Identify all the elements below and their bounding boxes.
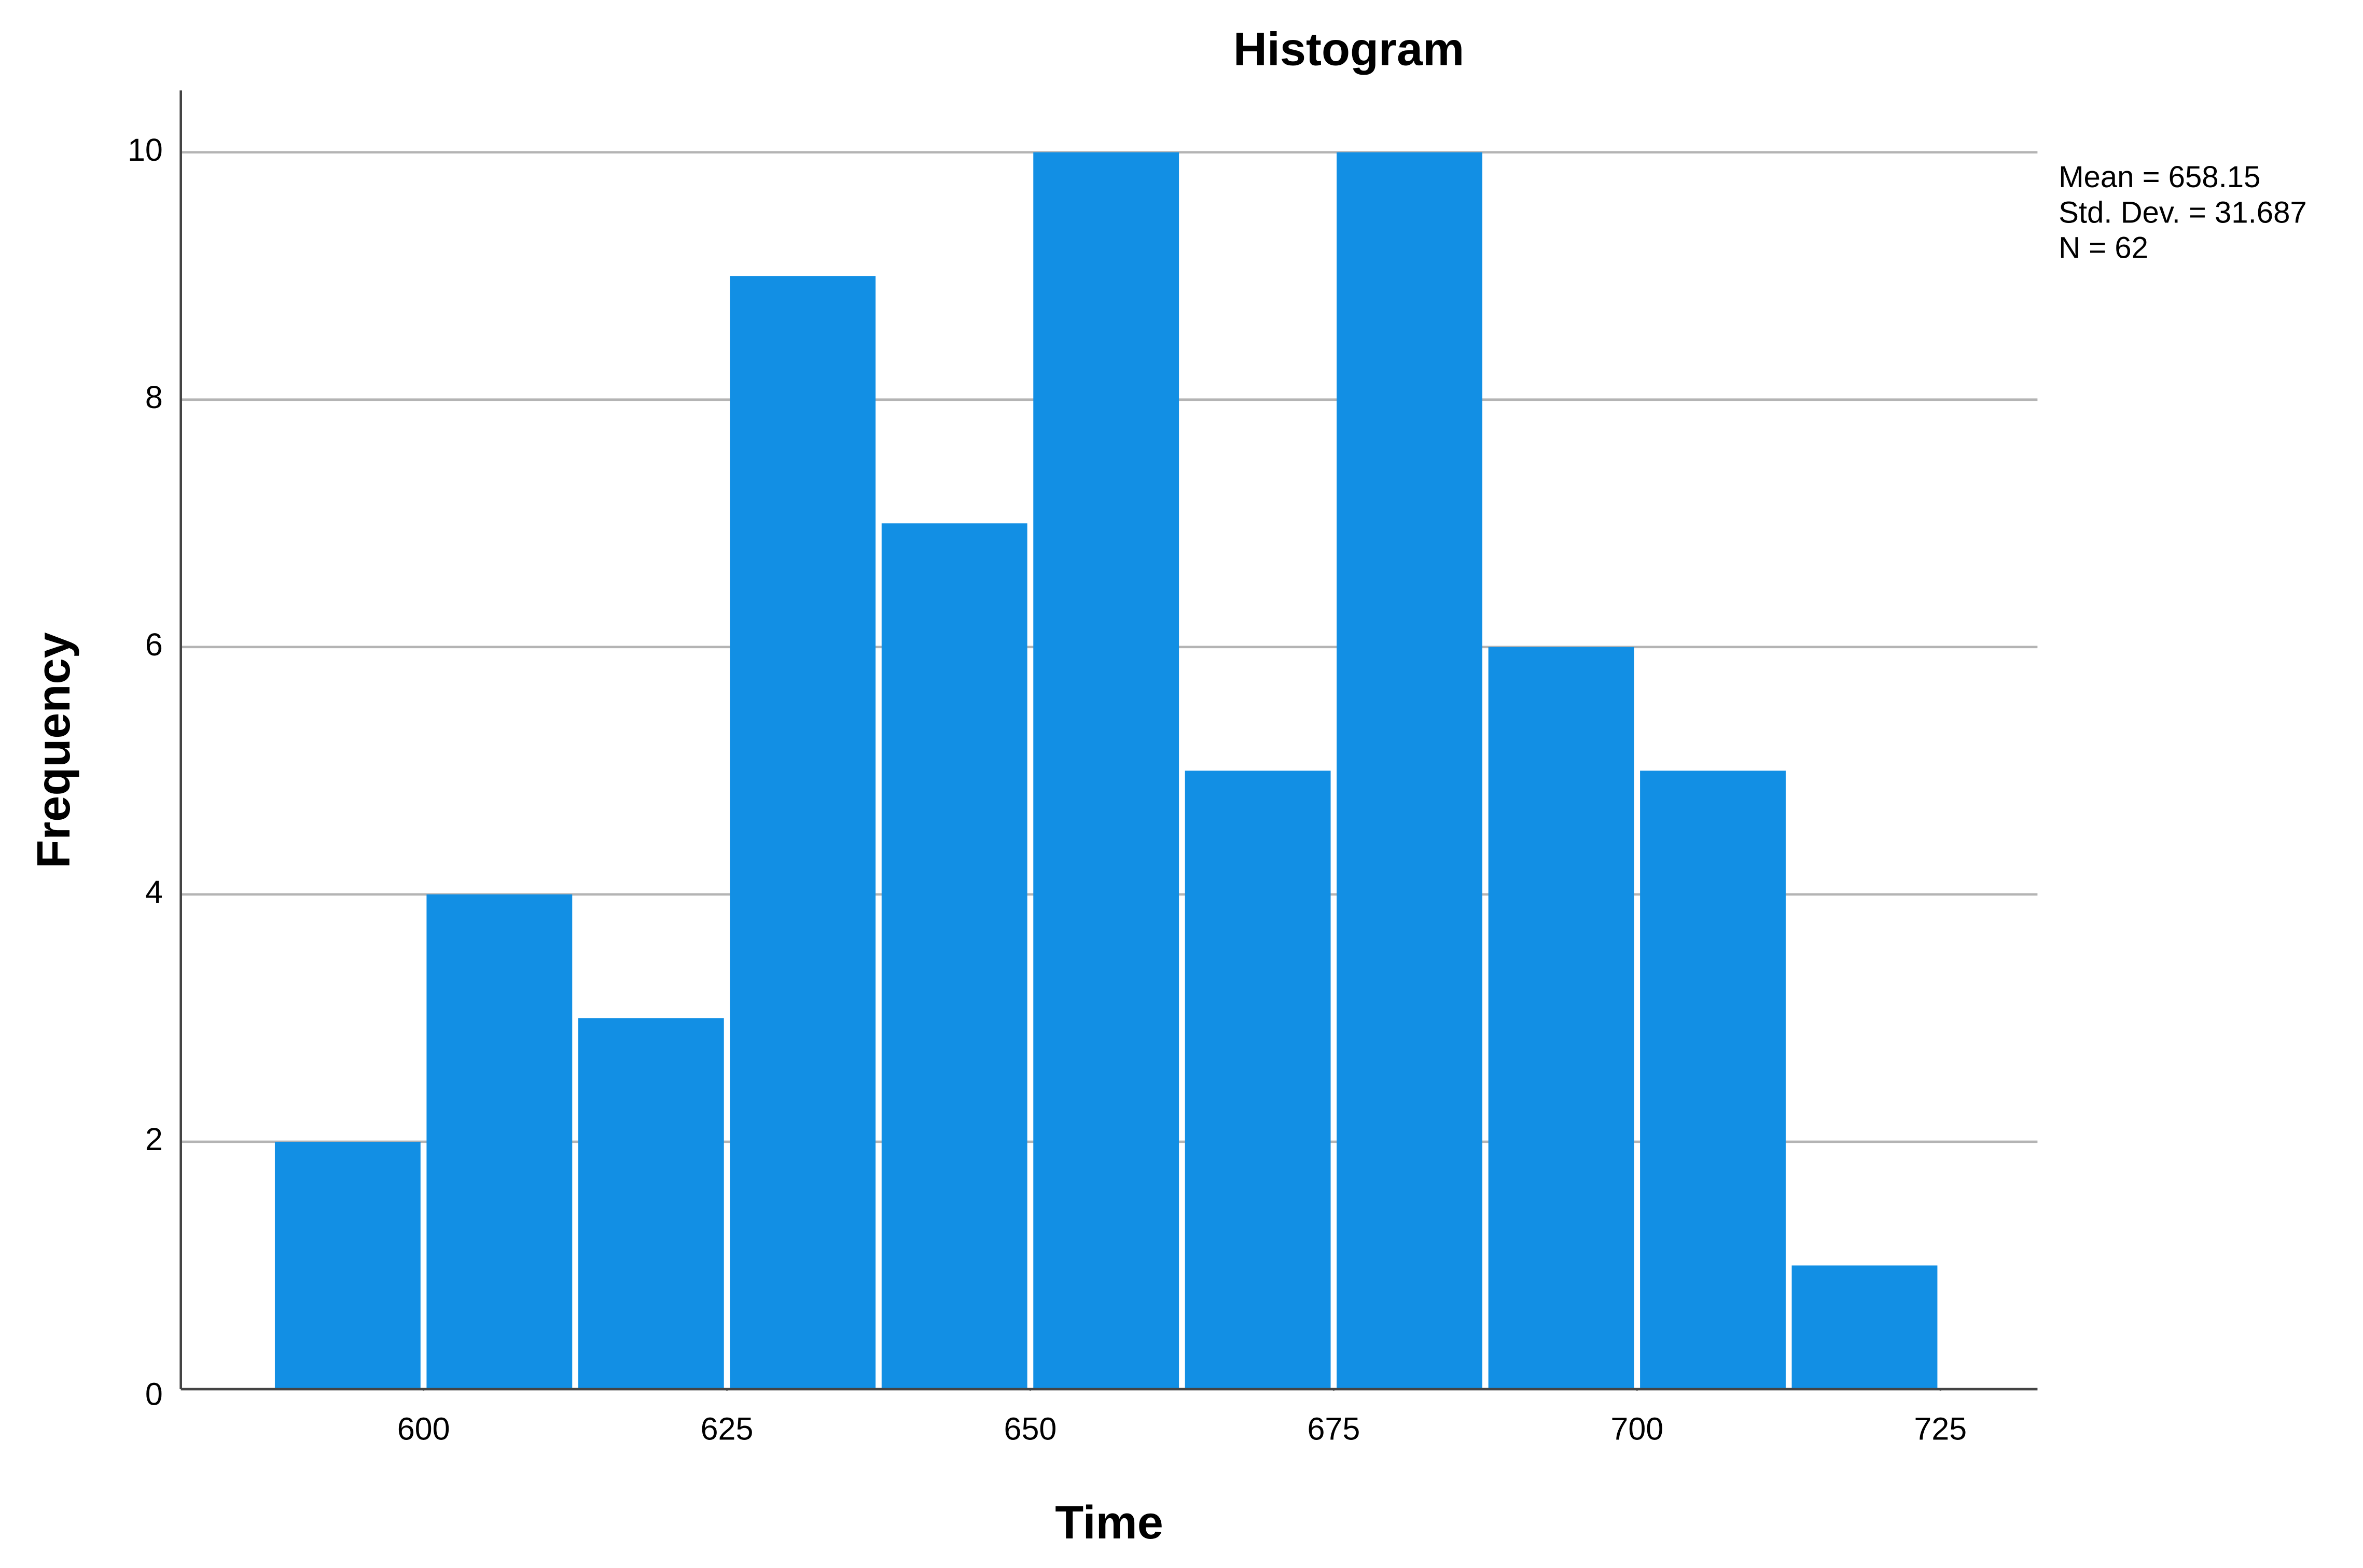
y-tick-label: 4 [145, 874, 163, 909]
stat-annotation: Mean = 658.15 [2059, 160, 2260, 194]
bar [274, 1141, 421, 1390]
y-tick-label: 6 [145, 627, 163, 662]
x-tick-label: 725 [1914, 1411, 1967, 1447]
bar [1337, 152, 1483, 1390]
x-tick-label: 600 [397, 1411, 450, 1447]
x-axis-title: Time [1055, 1496, 1163, 1549]
bar [426, 894, 573, 1390]
y-tick-label: 2 [145, 1122, 163, 1157]
bar [1488, 647, 1634, 1390]
stat-annotation: N = 62 [2059, 231, 2148, 265]
bar [730, 276, 876, 1390]
y-tick-label: 8 [145, 380, 163, 415]
chart-title: Histogram [1233, 23, 1464, 76]
x-tick-label: 650 [1004, 1411, 1057, 1447]
bar [578, 1018, 724, 1390]
bar [1791, 1265, 1938, 1390]
y-axis-title: Frequency [27, 632, 80, 868]
y-tick-label: 0 [145, 1377, 163, 1412]
bar [1185, 771, 1331, 1390]
bar [1033, 152, 1179, 1390]
x-tick-label: 625 [701, 1411, 754, 1447]
y-tick-label: 10 [128, 132, 163, 167]
bar [881, 523, 1027, 1390]
stat-annotation: Std. Dev. = 31.687 [2059, 195, 2307, 229]
x-tick-label: 675 [1307, 1411, 1360, 1447]
bar [1640, 771, 1786, 1390]
x-tick-label: 700 [1610, 1411, 1663, 1447]
